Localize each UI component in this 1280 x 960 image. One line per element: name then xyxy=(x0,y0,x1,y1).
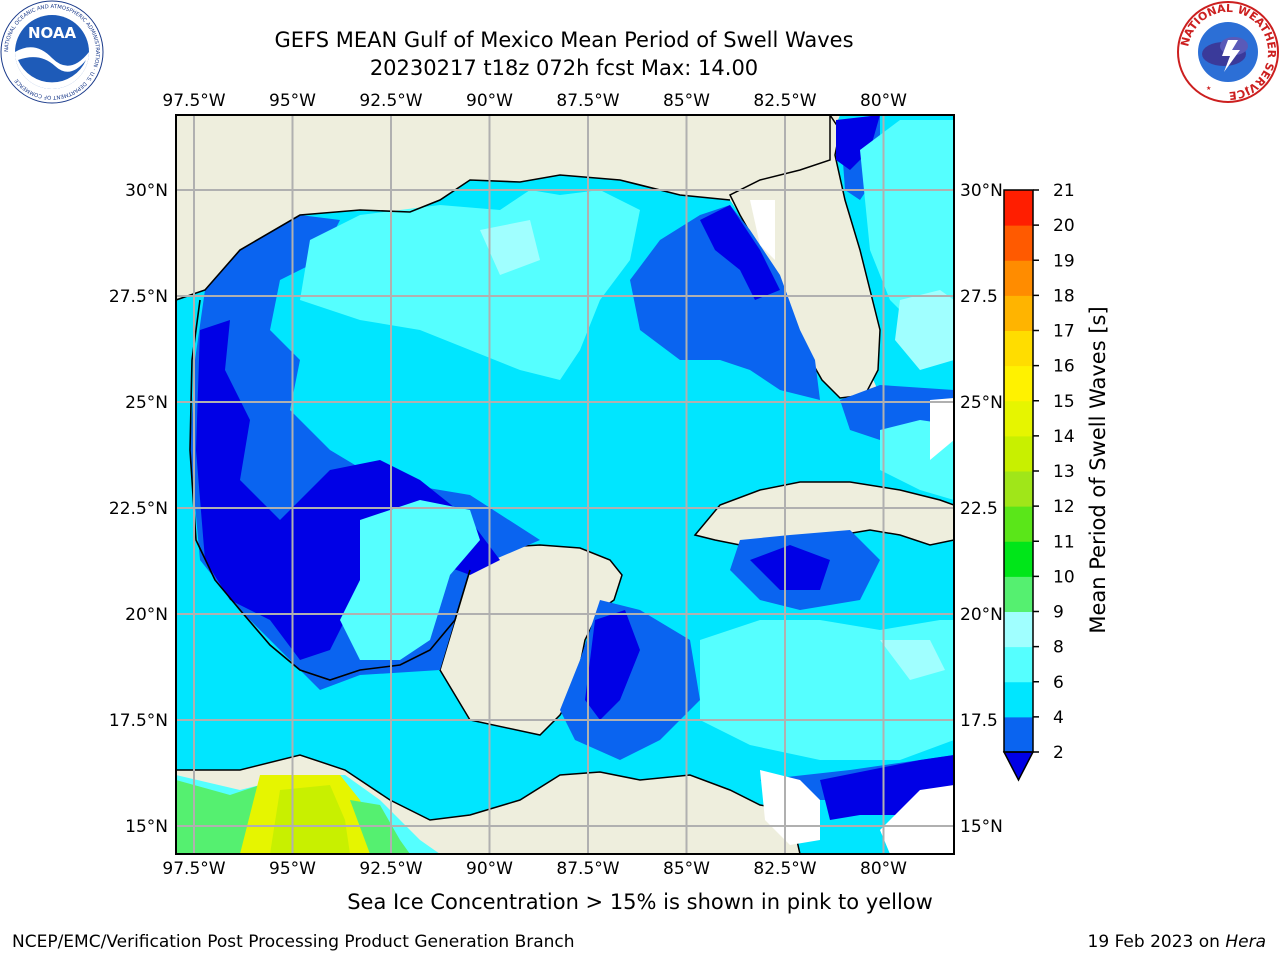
noaa-logo: NATIONAL OCEANIC AND ATMOSPHERIC ADMINIS… xyxy=(0,0,104,104)
colorbar-under-arrow xyxy=(1002,751,1035,782)
period-8-9s-zones xyxy=(480,220,954,680)
colorbar-segment xyxy=(1004,225,1033,261)
lon-tick-label: 80°W xyxy=(860,91,907,111)
colorbar-tick-label: 6 xyxy=(1053,673,1064,693)
colorbar-segment xyxy=(1004,435,1033,472)
date-text: 19 Feb 2023 on Hera xyxy=(1088,932,1266,952)
gulf-coastline xyxy=(176,174,731,681)
lat-tick-label: 15°N xyxy=(125,817,168,837)
lon-tick-label: 92.5°W xyxy=(359,859,422,879)
colorbar-tick-label: 2 xyxy=(1053,743,1064,763)
colorbar-tick-label: 15 xyxy=(1053,392,1075,412)
lon-tick-label: 95°W xyxy=(269,859,316,879)
colorbar-tick-label: 12 xyxy=(1053,497,1075,517)
lat-tick-label: 20°N xyxy=(960,605,1003,625)
map-subtitle: 20230217 t18z 072h fcst Max: 14.00 xyxy=(369,56,759,80)
colorbar-tick-label: 21 xyxy=(1053,181,1075,201)
svg-text:★: ★ xyxy=(1206,85,1211,92)
map-title: GEFS MEAN Gulf of Mexico Mean Period of … xyxy=(274,28,854,52)
lat-tick-label: 20°N xyxy=(125,605,168,625)
colorbar-segment xyxy=(1004,400,1033,437)
lat-lon-grid xyxy=(176,115,954,854)
no-data-zones xyxy=(750,200,954,854)
lat-tick-label: 25°N xyxy=(125,393,168,413)
lon-ticks-top: 97.5°W 95°W 92.5°W 90°W 87.5°W 85°W 82.5°W 80°W xyxy=(162,91,907,111)
colorbar-tick-label: 13 xyxy=(1053,462,1075,482)
lon-tick-label: 92.5°W xyxy=(359,91,422,111)
lat-tick-label: 17.5°N xyxy=(109,711,168,731)
colorbar-segment xyxy=(1004,646,1033,683)
florida-land xyxy=(728,115,881,399)
colorbar-segment xyxy=(1004,681,1033,718)
lon-tick-label: 90°W xyxy=(466,859,513,879)
date-label: 19 Feb 2023 on xyxy=(1087,932,1220,952)
lat-tick-label: 22.5°N xyxy=(109,499,168,519)
colorbar-tick-label: 8 xyxy=(1053,638,1064,658)
colorbar-tick-label: 16 xyxy=(1053,357,1075,377)
colorbar-segment xyxy=(1004,260,1033,296)
colorbar-tick-label: 4 xyxy=(1053,708,1064,728)
host-name: Hera xyxy=(1225,932,1266,952)
map-frame xyxy=(175,114,955,855)
lon-tick-label: 85°W xyxy=(663,859,710,879)
colorbar-segment xyxy=(1004,295,1033,331)
colorbar-segment xyxy=(1004,330,1033,367)
lat-tick-label: 25°N xyxy=(960,393,1003,413)
colorbar-tick-label: 9 xyxy=(1053,603,1064,623)
map-field xyxy=(176,115,954,854)
colorbar-tick-label: 10 xyxy=(1053,567,1075,587)
colorbar-segment xyxy=(1004,576,1033,612)
lon-tick-label: 95°W xyxy=(269,91,316,111)
lat-tick-label: 15°N xyxy=(960,817,1003,837)
lon-tick-label: 97.5°W xyxy=(162,91,225,111)
lat-tick-label: 17.5 xyxy=(960,711,998,731)
lat-ticks-left: 30°N 27.5°N 25°N 22.5°N 20°N 17.5°N 15°N xyxy=(109,181,168,837)
colorbar-segment xyxy=(1004,611,1033,648)
lat-tick-label: 22.5 xyxy=(960,499,998,519)
colorbar-tick-label: 11 xyxy=(1053,532,1075,552)
colorbar-tick-label: 14 xyxy=(1053,427,1075,447)
lon-tick-label: 97.5°W xyxy=(162,859,225,879)
colorbar-tick-label: 20 xyxy=(1053,216,1075,236)
colorbar-segment xyxy=(1004,506,1033,542)
pacific-field xyxy=(176,775,440,854)
lat-ticks-right: 30°N 27.5 25°N 22.5 20°N 17.5 15°N xyxy=(960,181,1003,837)
lat-tick-label: 30°N xyxy=(960,181,1003,201)
lat-tick-label: 27.5 xyxy=(960,287,998,307)
lon-tick-label: 85°W xyxy=(663,91,710,111)
colorbar-tick-label: 18 xyxy=(1053,286,1075,306)
colorbar-label: Mean Period of Swell Waves [s] xyxy=(1086,306,1110,633)
nws-logo: NATIONAL WEATHER SERVICE ★ ★ xyxy=(1177,1,1279,103)
colorbar: 2 4 6 8 9 10 11 12 13 14 15 16 17 18 19 20 21 xyxy=(1002,181,1075,782)
lat-tick-label: 27.5°N xyxy=(109,287,168,307)
colorbar-segment xyxy=(1004,190,1033,226)
lon-tick-label: 87.5°W xyxy=(556,859,619,879)
colorbar-segment xyxy=(1004,716,1033,753)
lat-tick-label: 30°N xyxy=(125,181,168,201)
lon-tick-label: 87.5°W xyxy=(556,91,619,111)
lon-tick-label: 82.5°W xyxy=(753,859,816,879)
sea-ice-note: Sea Ice Concentration > 15% is shown in … xyxy=(347,890,933,914)
credit-text: NCEP/EMC/Verification Post Processing Pr… xyxy=(12,932,575,952)
colorbar-tick-label: 17 xyxy=(1053,322,1075,342)
svg-text:★: ★ xyxy=(1244,85,1249,92)
lon-ticks-bottom: 97.5°W 95°W 92.5°W 90°W 87.5°W 85°W 82.5°W 80°W xyxy=(162,859,907,879)
lon-tick-label: 82.5°W xyxy=(753,91,816,111)
colorbar-segment xyxy=(1004,365,1033,402)
colorbar-segment xyxy=(1004,471,1033,507)
colorbar-segment xyxy=(1004,541,1033,577)
lon-tick-label: 90°W xyxy=(466,91,513,111)
lon-tick-label: 80°W xyxy=(860,859,907,879)
colorbar-tick-label: 19 xyxy=(1053,251,1075,271)
noaa-text: NOAA xyxy=(28,24,77,42)
